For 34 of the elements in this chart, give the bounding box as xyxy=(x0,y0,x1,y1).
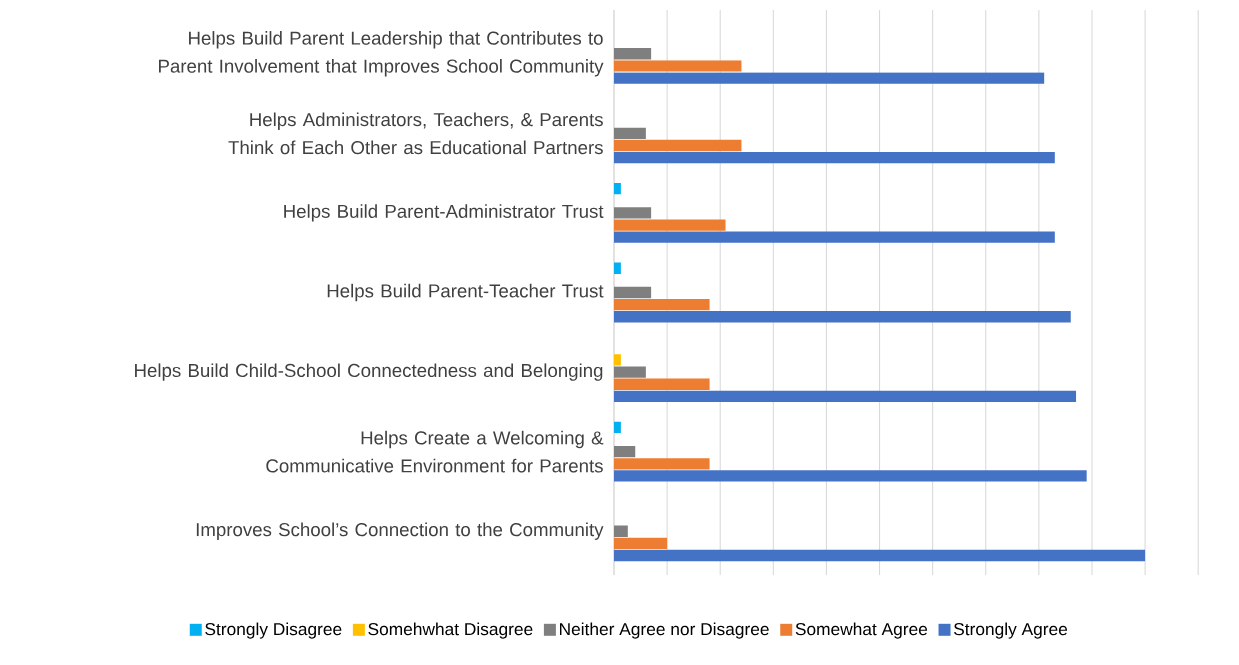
bar xyxy=(614,231,1055,243)
bar xyxy=(614,354,621,366)
bar xyxy=(614,207,652,219)
legend-label: Neither Agree nor Disagree xyxy=(559,622,769,639)
y-tick-label: Helps Create a Welcoming & Communicative Environment for Parents xyxy=(266,430,604,473)
bar xyxy=(614,470,1087,482)
bar xyxy=(614,151,1055,164)
legend-label: Somehwhat Disagree xyxy=(368,622,533,639)
bar xyxy=(614,127,646,140)
bar xyxy=(614,72,1045,84)
legend-label: Somewhat Agree xyxy=(795,622,928,639)
bar xyxy=(614,445,636,458)
bar xyxy=(614,219,726,231)
bar xyxy=(614,60,742,72)
bar xyxy=(614,549,1146,562)
bar xyxy=(614,298,710,311)
y-tick-label: Helps Build Parent-Administrator Trust xyxy=(284,204,604,222)
y-tick-label: Helps Build Child-School Connectedness and Belonging xyxy=(135,363,603,381)
y-tick-label: Helps Build Parent Leadership that Contributes to Parent Involvement that Improves School Community xyxy=(159,31,604,77)
bar xyxy=(614,48,652,60)
bar xyxy=(614,366,646,378)
bar xyxy=(614,286,652,299)
y-tick-label: Helps Administrators, Teachers, & Parents Think of Each Other as Educational Partners xyxy=(228,112,603,155)
bar xyxy=(614,458,710,470)
bar xyxy=(614,311,1071,323)
legend-label: Strongly Agree xyxy=(953,622,1068,639)
bar xyxy=(614,525,628,537)
y-tick-label: Helps Build Parent-Teacher Trust xyxy=(327,283,604,302)
bar xyxy=(614,390,1077,403)
legend-label: Strongly Disagree xyxy=(205,622,342,639)
bar xyxy=(614,378,710,390)
y-tick-label: Improves School’s Connection to the Community xyxy=(196,522,604,540)
bar xyxy=(614,537,668,550)
bar xyxy=(614,139,742,152)
